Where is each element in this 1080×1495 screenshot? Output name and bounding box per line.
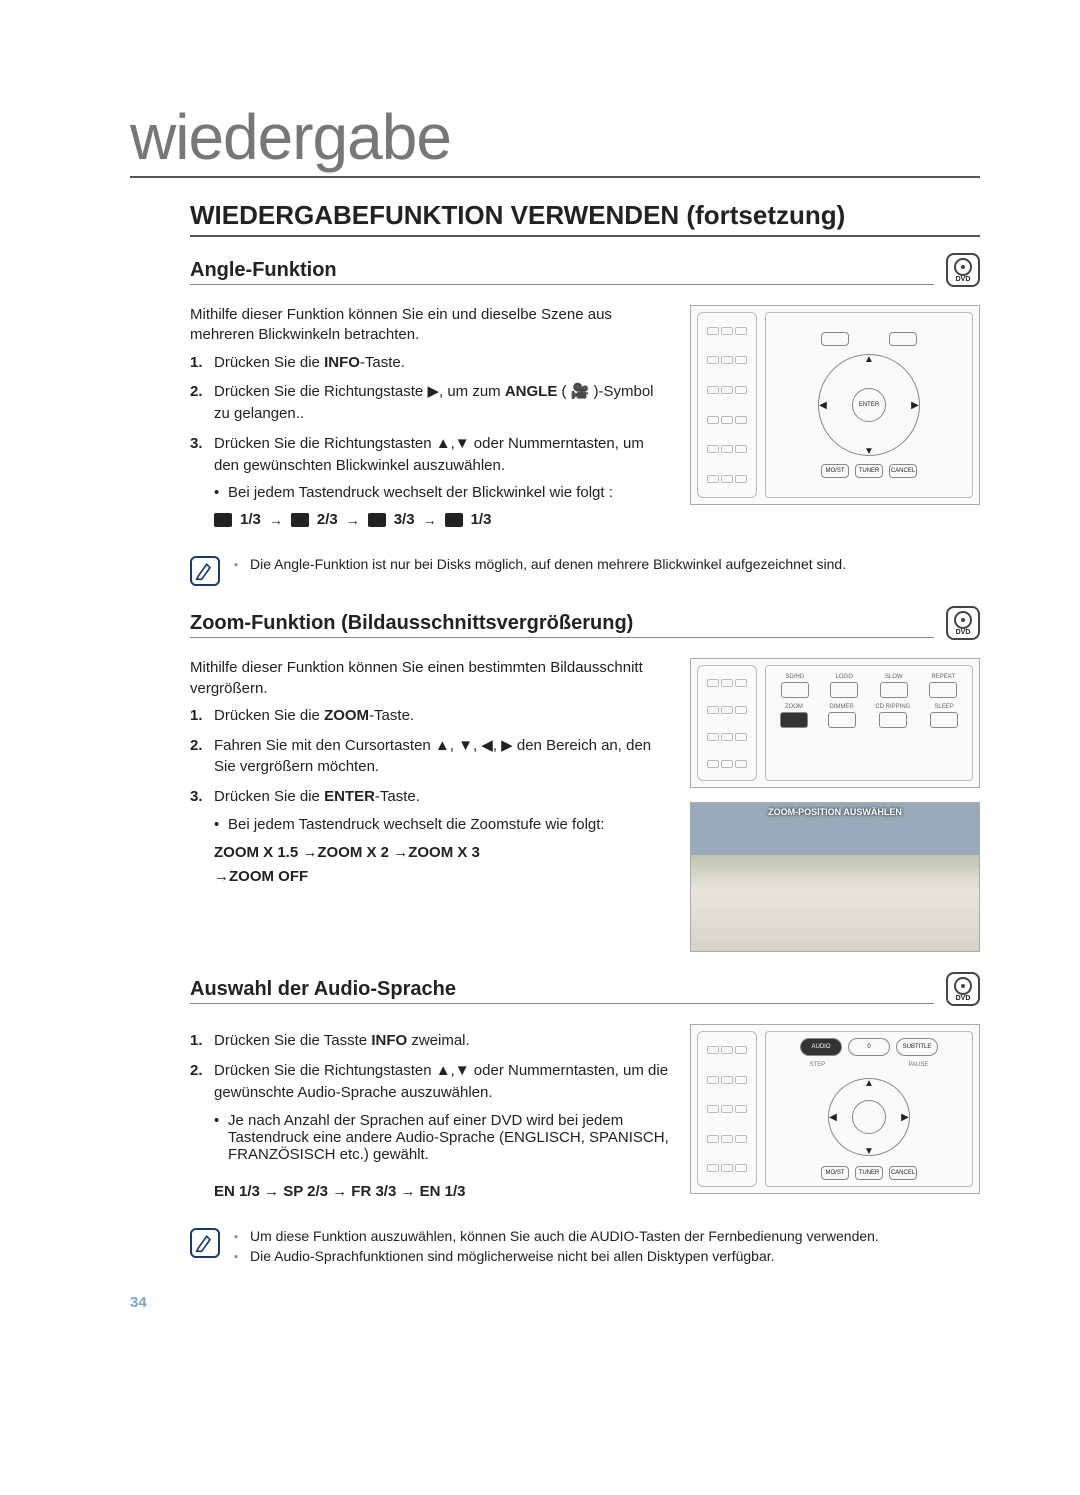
zoom-remote-illustration: SD/HD LOGO SLOW REPEAT ZOOM DIMMER CD RI… <box>690 658 980 788</box>
zoom-intro: Mithilfe dieser Funktion können Sie eine… <box>190 658 670 699</box>
angle-remote-illustration: ▲▼◀▶ ENTER MO/STTUNERCANCEL <box>690 305 980 505</box>
angle-title: Angle-Funktion <box>190 259 934 285</box>
section-title: WIEDERGABEFUNKTION VERWENDEN (fortsetzun… <box>190 200 980 237</box>
angle-step-1: Drücken Sie die INFO-Taste. <box>190 352 670 374</box>
audio-sequence: EN 1/3 → SP 2/3 → FR 3/3 → EN 1/3 <box>214 1183 670 1200</box>
note-icon <box>190 1228 220 1258</box>
dpad-icon: ▲▼◀▶ ENTER <box>814 350 924 460</box>
dpad-icon: ▲▼◀▶ <box>824 1074 914 1160</box>
dvd-icon: DVD <box>946 253 980 287</box>
dvd-icon: DVD <box>946 972 980 1006</box>
zoom-bullet: Bei jedem Tastendruck wechselt die Zooms… <box>214 816 670 833</box>
angle-step-2: Drücken Sie die Richtungstaste ▶, um zum… <box>190 381 670 425</box>
zoom-step-3: Drücken Sie die ENTER-Taste. <box>190 786 670 808</box>
audio-title: Auswahl der Audio-Sprache <box>190 978 934 1004</box>
audio-step-2: Drücken Sie die Richtungstasten ▲,▼ oder… <box>190 1060 670 1104</box>
zoom-step-2: Fahren Sie mit den Cursortasten ▲, ▼, ◀,… <box>190 735 670 779</box>
camera-icon <box>368 513 386 527</box>
angle-intro: Mithilfe dieser Funktion können Sie ein … <box>190 305 670 346</box>
zoom-screenshot: ZOOM-POSITION AUSWÄHLEN <box>690 802 980 952</box>
audio-remote-illustration: AUDIO 0 SUBTITLE STEPPAUSE ▲▼◀▶ MO/STTUN… <box>690 1024 980 1194</box>
angle-step-3: Drücken Sie die Richtungstasten ▲,▼ oder… <box>190 433 670 477</box>
page-main-title: wiedergabe <box>130 100 980 178</box>
page-number: 34 <box>130 1294 980 1311</box>
audio-note-1: Um diese Funktion auszuwählen, können Si… <box>234 1228 879 1244</box>
angle-bullet: Bei jedem Tastendruck wechselt der Blick… <box>214 484 670 501</box>
zoom-step-1: Drücken Sie die ZOOM-Taste. <box>190 705 670 727</box>
zoom-sequence: ZOOM X 1.5 →ZOOM X 2 →ZOOM X 3 →ZOOM OFF <box>214 841 670 889</box>
dvd-icon: DVD <box>946 606 980 640</box>
note-icon <box>190 556 220 586</box>
angle-sequence: 1/3→ 2/3→ 3/3→ 1/3 <box>214 511 670 528</box>
camera-icon <box>291 513 309 527</box>
audio-note-2: Die Audio-Sprachfunktionen sind mögliche… <box>234 1248 879 1264</box>
camera-icon <box>214 513 232 527</box>
camera-icon <box>445 513 463 527</box>
audio-step-1: Drücken Sie die Tasste INFO zweimal. <box>190 1030 670 1052</box>
zoom-title: Zoom-Funktion (Bildausschnittsvergrößeru… <box>190 612 934 638</box>
angle-note: Die Angle-Funktion ist nur bei Disks mög… <box>234 556 846 572</box>
audio-bullet: Je nach Anzahl der Sprachen auf einer DV… <box>214 1112 670 1163</box>
